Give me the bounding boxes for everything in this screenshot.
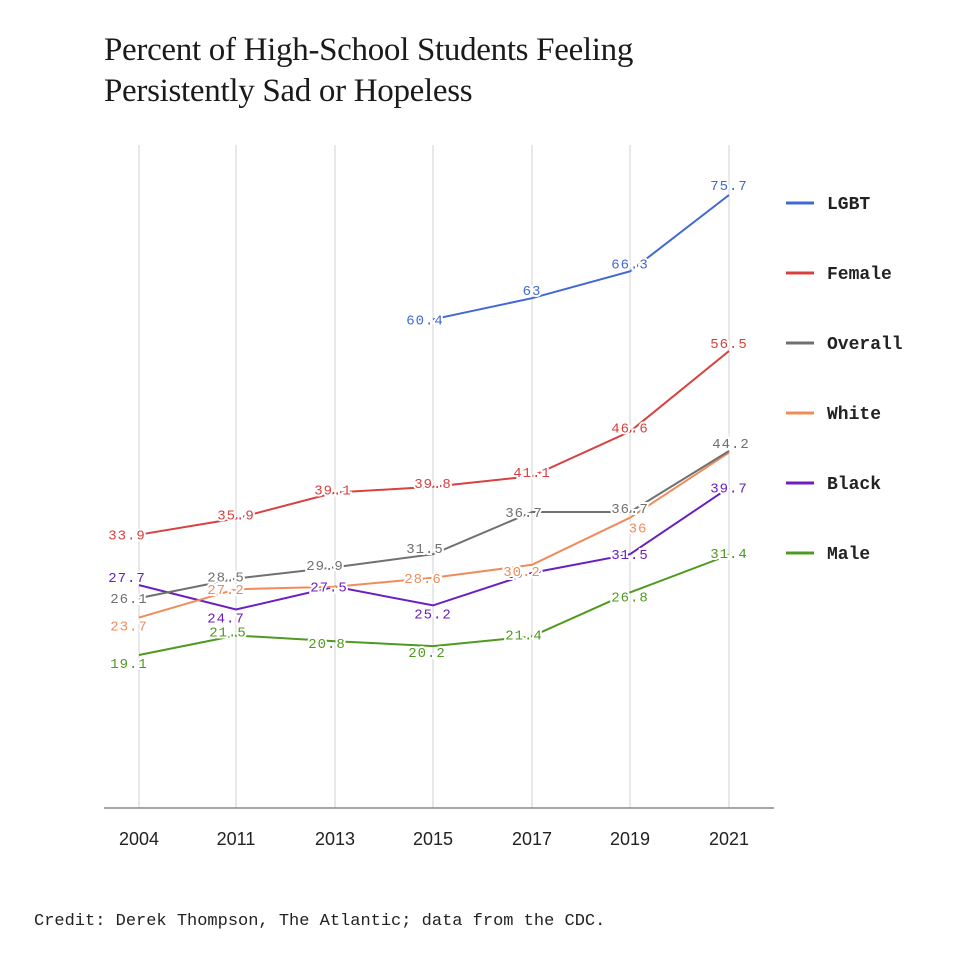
data-label-white: 30.2 (503, 565, 541, 581)
data-label-male: 26.8 (611, 590, 649, 606)
series-line-lgbt (432, 194, 730, 321)
data-label-lgbt: 66.3 (611, 257, 649, 273)
data-label-lgbt: 60.4 (406, 313, 444, 329)
data-label-female: 46.6 (611, 422, 649, 438)
data-label-male: 21.5 (209, 625, 247, 641)
data-label-black: 29.2 (505, 567, 543, 583)
data-label-black: 25.2 (414, 607, 452, 623)
legend: LGBT Female Overall White Black Male (786, 195, 903, 565)
legend-label-lgbt: LGBT (827, 195, 870, 215)
data-label-male: 20.2 (408, 646, 446, 662)
series-line-black (138, 486, 730, 611)
data-label-black: 24.7 (207, 611, 245, 627)
data-label-female: 41.1 (513, 466, 551, 482)
x-tick-label: 2011 (217, 829, 256, 849)
data-label-white: 23.7 (110, 620, 148, 636)
data-label-male: 21.4 (505, 628, 543, 644)
credit-line: Credit: Derek Thompson, The Atlantic; da… (34, 912, 606, 931)
legend-label-white: White (827, 405, 881, 425)
data-label-lgbt: 63 (523, 284, 542, 300)
chart-title: Percent of High-School Students Feeling … (104, 32, 634, 109)
legend-label-female: Female (827, 265, 892, 285)
line-chart: 2004 2011 2013 2015 2017 2019 2021 19.1 21.5 20.… (104, 145, 903, 849)
data-label-black: 27.5 (310, 581, 348, 597)
data-label-male: 31.4 (710, 547, 748, 563)
grid-lines (138, 145, 730, 808)
series-line-overall (138, 450, 730, 600)
data-label-female: 56.5 (710, 337, 748, 353)
legend-label-overall: Overall (827, 335, 903, 355)
x-tick-label: 2021 (709, 829, 749, 849)
series-line-male (138, 554, 730, 656)
data-label-black: 27.7 (108, 571, 146, 587)
x-tick-label: 2013 (315, 829, 355, 849)
data-label-black: 39.7 (710, 482, 748, 498)
data-label-black: 31.5 (611, 548, 649, 564)
x-tick-label: 2004 (119, 829, 159, 849)
data-label-white: 28.6 (404, 572, 442, 588)
data-label-overall: 29.9 (306, 559, 344, 575)
data-label-white: 27.2 (207, 583, 245, 599)
data-label-overall: 26.1 (110, 592, 148, 608)
data-label-overall: 28.5 (207, 571, 245, 587)
series-lines (138, 194, 730, 656)
data-label-female: 35.9 (217, 508, 255, 524)
data-label-lgbt: 75.7 (710, 179, 748, 195)
series-line-white (138, 451, 730, 619)
data-label-male: 19.1 (110, 657, 148, 673)
x-tick-label: 2019 (610, 829, 650, 849)
data-label-overall: 36.7 (611, 502, 649, 518)
data-labels: 19.1 21.5 20.8 20.2 21.4 26.8 31.4 27.7 24.7 27.5… (106, 177, 751, 675)
data-label-overall: 31.5 (406, 542, 444, 558)
data-label-female: 39.1 (314, 483, 352, 499)
x-tick-label: 2017 (512, 829, 552, 849)
data-label-female: 39.8 (414, 477, 452, 493)
data-label-white: 36 (629, 522, 648, 538)
series-line-female (138, 350, 730, 536)
data-label-female: 33.9 (108, 529, 146, 545)
x-axis: 2004 2011 2013 2015 2017 2019 2021 (104, 807, 774, 849)
legend-label-male: Male (827, 545, 870, 565)
legend-label-black: Black (827, 475, 881, 495)
data-label-overall: 36.7 (505, 506, 543, 522)
data-label-male: 20.8 (308, 637, 346, 653)
data-label-overall: 44.2 (712, 437, 750, 453)
x-tick-label: 2015 (413, 829, 453, 849)
